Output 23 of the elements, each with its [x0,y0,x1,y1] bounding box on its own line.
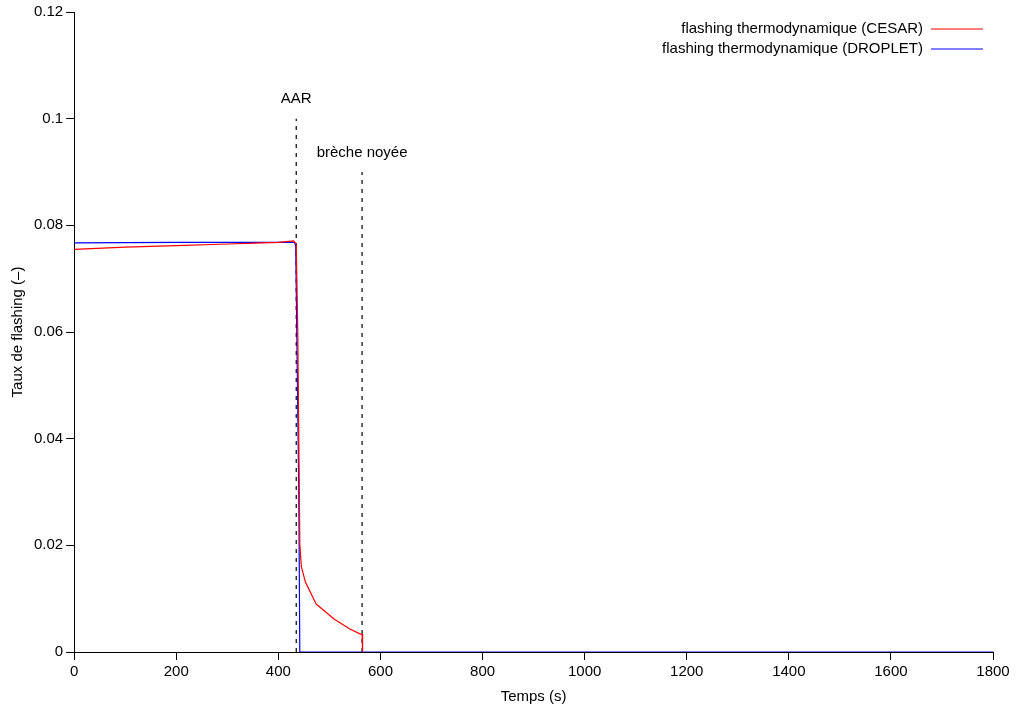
annotation: brèche noyée [316,142,408,160]
x-tick-label: 600 [367,662,393,680]
y-tick-label: 0.04 [33,428,64,446]
y-tick-label: 0 [54,642,64,660]
y-tick-label: 0.1 [42,108,64,126]
x-tick-label: 1600 [874,662,908,680]
x-axis-title: Temps (s) [500,687,567,705]
x-tick-label: 1400 [772,662,806,680]
y-axis-title: Taux de flashing (–) [8,266,26,398]
x-tick-label: 1200 [670,662,704,680]
y-tick-label: 0.02 [33,535,64,553]
legend-label: flashing thermodynamique (DROPLET) [662,39,923,57]
y-tick-label: 0.06 [33,322,64,340]
x-tick-label: 400 [265,662,291,680]
x-tick-label: 800 [470,662,496,680]
x-tick-label: 200 [163,662,189,680]
annotation: AAR [280,89,312,107]
x-tick-label: 1000 [567,662,602,680]
y-tick-label: 0.08 [33,215,64,233]
legend-label: flashing thermodynamique (CESAR) [681,19,923,37]
x-tick-label: 1800 [976,662,1010,680]
y-tick-label: 0.12 [33,2,64,20]
x-tick-label: 0 [70,662,79,680]
